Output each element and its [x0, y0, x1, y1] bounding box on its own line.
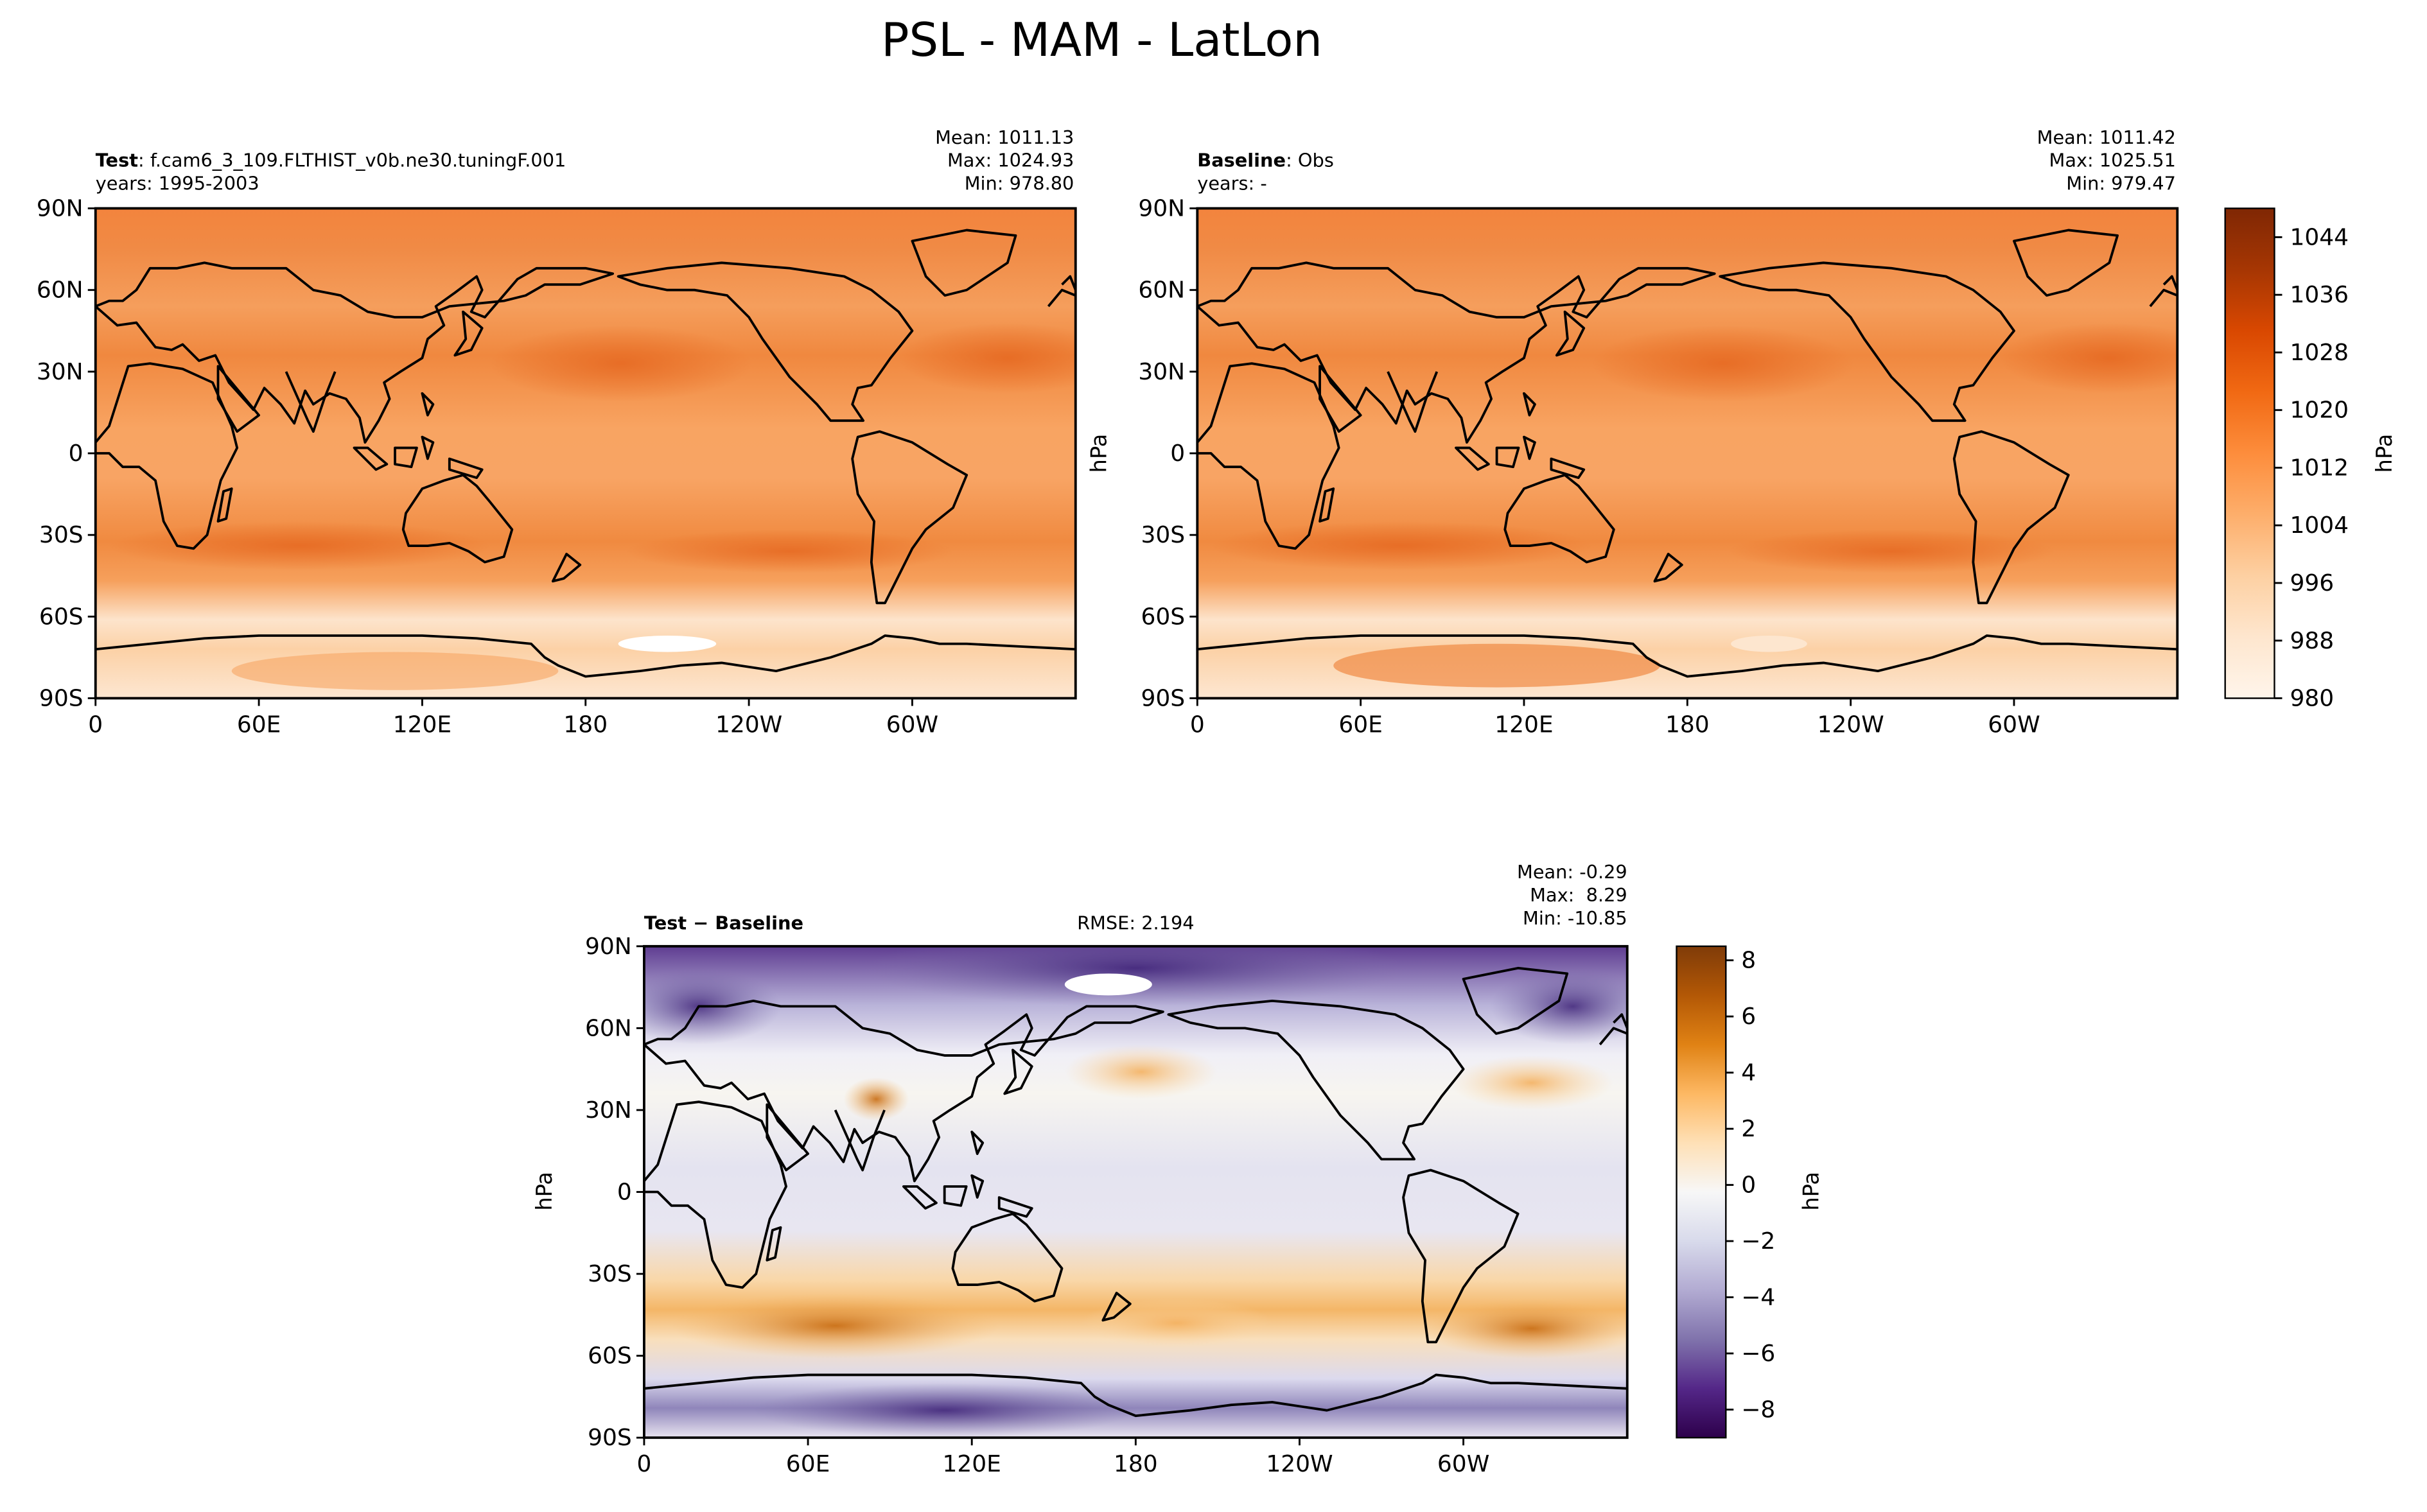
- diff-panel: Mean: -0.29 Max: 8.29 Min: -10.85 Test −…: [532, 861, 1629, 1439]
- test-panel-years: years: 1995-2003: [96, 173, 259, 195]
- psl-colorbar-ticks-label: 980: [2290, 686, 2334, 712]
- test-lat-tick-label: 30N: [37, 359, 83, 385]
- test-panel-stat-max: Max: 1024.93: [947, 150, 1074, 171]
- baseline-panel: Mean: 1011.42 Max: 1025.51 Min: 979.47 B…: [1087, 126, 2179, 700]
- psl-colorbar-ticks: 1044 1036 1028 1020 1012 1004 996 988 980: [2274, 224, 2349, 712]
- baseline-lon-tick-label: 0: [1190, 711, 1205, 738]
- baseline-lat-tick-label: 30N: [1138, 359, 1185, 385]
- diff-lon-tick-label: 60E: [786, 1451, 830, 1477]
- test-panel-stat-mean: Mean: 1011.13: [935, 126, 1074, 148]
- diff-lon-tick-label: 120E: [942, 1451, 1001, 1477]
- figure-title: PSL - MAM - LatLon: [881, 13, 1322, 67]
- baseline-panel-ylabel: hPa: [1087, 434, 1112, 473]
- diff-panel-stat-min: Min: -10.85: [1523, 907, 1627, 929]
- baseline-lon-tick-label: 120W: [1818, 711, 1884, 738]
- baseline-lat-tick-label: 0: [1170, 440, 1185, 467]
- baseline-lon-tick-label: 120E: [1494, 711, 1553, 738]
- psl-colorbar: hPa 1044 1036 1028 1020 1012 1004 996 988 980: [2224, 207, 2397, 712]
- psl-colorbar-ticks-label: 1020: [2290, 397, 2349, 424]
- test-lat-tick-label: 90S: [39, 686, 83, 712]
- diff-colorbar-ticks-label: −2: [1741, 1228, 1775, 1255]
- baseline-panel-stat-min: Min: 979.47: [2066, 173, 2176, 195]
- test-lon-tick-label: 0: [88, 711, 103, 738]
- baseline-map: [1197, 208, 2178, 699]
- test-panel-label: Test: f.cam6_3_109.FLTHIST_v0b.ne30.tuni…: [96, 150, 566, 171]
- diff-colorbar-ticks: 8 6 4 2 0 −2 −4 −6 −8: [1726, 948, 1775, 1423]
- diff-lat-tick-label: 60N: [585, 1015, 632, 1041]
- psl-colorbar-ticks-label: 988: [2290, 628, 2334, 654]
- diff-lon-tick-label: 0: [636, 1451, 651, 1477]
- diff-colorbar-ticks-label: 8: [1741, 948, 1756, 974]
- test-lat-tick-label: 0: [69, 440, 83, 467]
- diff-lon-tick-label: 180: [1114, 1451, 1158, 1477]
- test-lon-tick-label: 180: [563, 711, 608, 738]
- diff-colorbar-ticks-label: −8: [1741, 1396, 1775, 1423]
- diff-colorbar-ticks-label: 4: [1741, 1060, 1756, 1086]
- test-lat-tick-label: 30S: [39, 522, 83, 548]
- test-lon-tick-label: 60E: [237, 711, 281, 738]
- diff-lat-tick-label: 30N: [585, 1097, 632, 1124]
- test-lat-tick-label: 60S: [39, 604, 83, 630]
- diff-lat-tick-label: 90S: [588, 1425, 632, 1451]
- diff-panel-stat-mean: Mean: -0.29: [1517, 861, 1627, 883]
- diff-lon-tick-label: 60W: [1437, 1451, 1489, 1477]
- baseline-lat-tick-label: 90S: [1141, 686, 1185, 712]
- diff-colorbar: hPa 8 6 4 2 0 −2 −4 −6 −8: [1676, 945, 1823, 1439]
- test-lat-tick-label: 90N: [37, 196, 83, 222]
- diff-colorbar-ticks-label: 2: [1741, 1116, 1756, 1142]
- diff-lat-tick-label: 30S: [588, 1261, 632, 1287]
- baseline-lat-tick-label: 90N: [1138, 196, 1185, 222]
- test-panel-stat-min: Min: 978.80: [965, 173, 1074, 195]
- diff-lat-tick-label: 90N: [585, 934, 632, 960]
- psl-colorbar-ticks-label: 1004: [2290, 512, 2349, 539]
- baseline-panel-label-rest: : Obs: [1286, 150, 1334, 171]
- test-lon-tick-label: 60W: [886, 711, 938, 738]
- diff-colorbar-ticks-label: 0: [1741, 1172, 1756, 1199]
- diff-colorbar-ticks-label: −4: [1741, 1285, 1775, 1311]
- diff-map: [644, 946, 1627, 1438]
- psl-colorbar-ticks-label: 1028: [2290, 340, 2349, 366]
- diff-colorbar-ticks-label: −6: [1741, 1341, 1775, 1367]
- test-panel-label-rest: : f.cam6_3_109.FLTHIST_v0b.ne30.tuningF.…: [138, 150, 566, 171]
- baseline-panel-label: Baseline: Obs: [1197, 150, 1334, 171]
- diff-panel-label: Test − Baseline: [644, 912, 803, 934]
- diff-colorbar-scale: [1676, 945, 1727, 1439]
- test-panel: Mean: 1011.13 Max: 1024.93 Min: 978.80 T…: [94, 126, 1077, 700]
- diff-panel-rmse: RMSE: 2.194: [1077, 912, 1195, 934]
- test-lat-tick-label: 60N: [37, 277, 83, 304]
- baseline-panel-years: years: -: [1197, 173, 1266, 195]
- diff-panel-ylabel: hPa: [532, 1172, 557, 1211]
- baseline-lon-tick-label: 180: [1665, 711, 1710, 738]
- psl-colorbar-ticks-label: 1044: [2290, 224, 2349, 250]
- baseline-lon-tick-label: 60W: [1988, 711, 2040, 738]
- psl-colorbar-ticks-label: 1036: [2290, 282, 2349, 308]
- psl-colorbar-scale: [2224, 207, 2275, 699]
- baseline-lat-tick-label: 60N: [1138, 277, 1185, 304]
- psl-colorbar-label: hPa: [2372, 434, 2397, 473]
- test-lon-tick-label: 120E: [393, 711, 451, 738]
- psl-colorbar-ticks-label: 996: [2290, 570, 2334, 596]
- baseline-lon-tick-label: 60E: [1338, 711, 1383, 738]
- baseline-panel-label-bold: Baseline: [1197, 150, 1286, 171]
- diff-panel-stat-max: Max: 8.29: [1530, 884, 1627, 906]
- diff-colorbar-label: hPa: [1798, 1172, 1823, 1211]
- baseline-panel-stat-max: Max: 1025.51: [2049, 150, 2176, 171]
- test-lon-tick-label: 120W: [715, 711, 782, 738]
- baseline-lat-tick-label: 30S: [1141, 522, 1185, 548]
- diff-lon-tick-label: 120W: [1266, 1451, 1333, 1477]
- diff-colorbar-ticks-label: 6: [1741, 1004, 1756, 1030]
- diff-lat-tick-label: 60S: [588, 1343, 632, 1369]
- baseline-lat-tick-label: 60S: [1141, 604, 1185, 630]
- diff-lat-tick-label: 0: [617, 1179, 632, 1206]
- test-panel-label-bold: Test: [96, 150, 138, 171]
- test-map: [95, 208, 1076, 699]
- psl-colorbar-ticks-label: 1012: [2290, 455, 2349, 481]
- baseline-panel-stat-mean: Mean: 1011.42: [2037, 126, 2176, 148]
